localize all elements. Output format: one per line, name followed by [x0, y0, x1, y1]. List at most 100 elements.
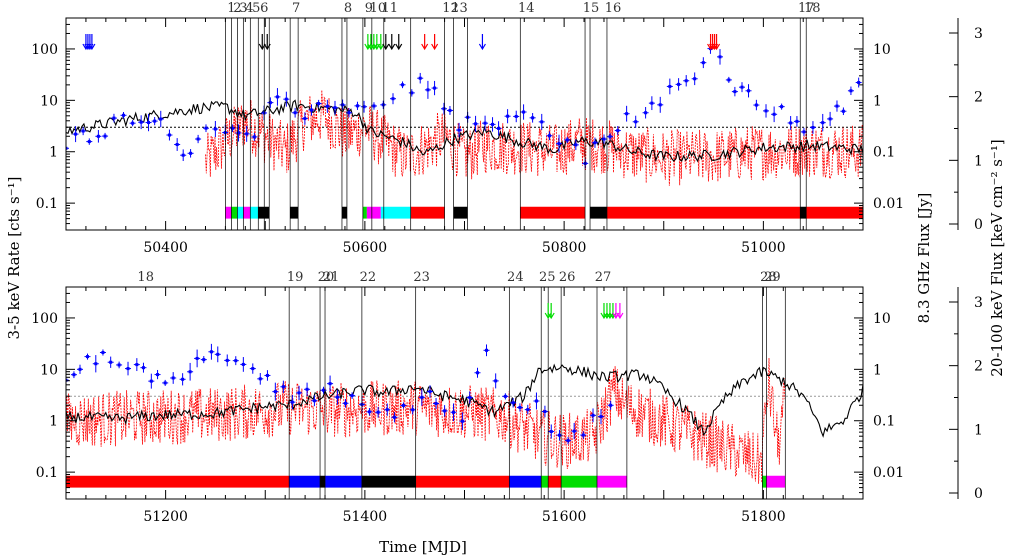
state-label: 1 — [227, 1, 235, 16]
far-right-tick-label: 3 — [974, 295, 983, 311]
y-tick-label-left: 10 — [40, 362, 58, 378]
hard-flux-point — [754, 103, 758, 107]
hard-flux-point — [328, 382, 332, 386]
hard-flux-point — [251, 367, 255, 371]
state-bar-segment — [453, 206, 468, 219]
hard-flux-point — [718, 55, 722, 59]
y-tick-label-left: 0.1 — [36, 196, 58, 212]
hard-flux-point — [693, 77, 697, 81]
panel-frame — [65, 17, 864, 231]
state-label: 26 — [559, 270, 576, 285]
y-tick-label-right: 1 — [873, 93, 882, 109]
state-bar-segment — [606, 206, 801, 219]
hard-flux-point — [802, 130, 806, 134]
hard-flux-point — [85, 355, 89, 359]
hard-flux-point — [494, 379, 498, 383]
hard-flux-point — [135, 363, 139, 367]
hard-flux-point — [448, 108, 452, 112]
hard-flux-point — [442, 107, 446, 111]
y-tick-label-right: 0.1 — [873, 145, 895, 161]
y-tick-label-right: 10 — [873, 311, 891, 327]
state-bar-segment — [520, 206, 586, 219]
hard-flux-point — [543, 410, 547, 414]
x-tick-label: 51200 — [143, 509, 188, 525]
state-bar-segment — [243, 206, 251, 219]
hard-flux-point — [701, 61, 705, 65]
hard-flux-point — [849, 89, 853, 93]
state-bar-segment — [590, 206, 607, 219]
y-tick-label-right: 10 — [873, 42, 891, 58]
hard-flux-point — [474, 122, 478, 126]
hard-flux-point — [789, 121, 793, 125]
state-label: 24 — [507, 270, 524, 285]
hard-flux-point — [821, 121, 825, 125]
hard-flux-point — [139, 120, 143, 124]
hard-flux-point — [727, 78, 731, 82]
hard-flux-point — [733, 90, 737, 94]
hard-flux-point — [293, 111, 297, 115]
upper-limit-arrow — [478, 43, 486, 51]
state-bar-segment — [341, 206, 347, 219]
hard-flux-point — [309, 108, 313, 112]
state-label: 29 — [764, 270, 781, 285]
hard-flux-point — [312, 399, 316, 403]
hard-flux-point — [74, 132, 78, 136]
hard-flux-point — [258, 377, 262, 381]
far-right-tick-label: 2 — [974, 90, 983, 106]
hard-flux-point — [485, 348, 489, 352]
hard-flux-point — [350, 394, 354, 398]
hard-flux-point — [506, 114, 510, 118]
hard-flux-point — [385, 408, 389, 412]
hard-flux-point — [204, 126, 208, 130]
hard-flux-point — [131, 121, 135, 125]
hard-flux-point — [381, 103, 385, 107]
hard-flux-point — [213, 127, 217, 131]
hard-flux-point — [658, 103, 662, 107]
upper-limit-arrow — [544, 312, 552, 320]
state-label: 11 — [382, 1, 399, 16]
hard-flux-point — [225, 358, 229, 362]
x-tick-label: 50400 — [143, 240, 188, 256]
x-tick-label: 51400 — [343, 509, 388, 525]
hard-flux-point — [202, 358, 206, 362]
hard-flux-point — [391, 97, 395, 101]
hard-flux-point — [317, 102, 321, 106]
x-tick-label: 51600 — [542, 509, 587, 525]
hard-flux-point — [451, 410, 455, 414]
upper-limit-arrow — [421, 43, 429, 51]
hard-flux-point — [189, 151, 193, 155]
hard-flux-point — [460, 419, 464, 423]
hard-flux-point — [476, 371, 480, 375]
y-tick-label-right: 1 — [873, 362, 882, 378]
hard-flux-point — [268, 101, 272, 105]
hard-flux-point — [547, 134, 551, 138]
upper-limit-arrow — [547, 312, 555, 320]
state-bar-segment — [362, 206, 367, 219]
hard-flux-point — [616, 129, 620, 133]
state-label: 4 — [245, 1, 253, 16]
hard-flux-point — [835, 104, 839, 108]
state-bar-segment — [325, 475, 362, 488]
hard-flux-point — [677, 82, 681, 86]
hard-flux-point — [96, 134, 100, 138]
state-bar-segment — [290, 206, 299, 219]
state-bar-segment — [361, 475, 416, 488]
state-bar-segment — [762, 475, 767, 488]
hard-flux-point — [265, 373, 269, 377]
state-bar-segment — [66, 475, 290, 488]
hard-flux-point — [372, 104, 376, 108]
hard-flux-point — [401, 83, 405, 87]
state-label: 10 — [370, 1, 387, 16]
hard-flux-point — [171, 376, 175, 380]
state-label: 15 — [583, 1, 600, 16]
state-bar-segment — [548, 475, 562, 488]
hard-flux-point — [321, 388, 325, 392]
hard-flux-point — [335, 395, 339, 399]
hard-flux-point — [514, 114, 518, 118]
hard-flux-point — [66, 378, 68, 382]
state-bar-segment — [231, 206, 238, 219]
state-label: 19 — [287, 270, 304, 285]
state-label: 6 — [260, 1, 268, 16]
upper-limit-arrow — [370, 43, 378, 51]
hard-flux-point — [401, 403, 405, 407]
